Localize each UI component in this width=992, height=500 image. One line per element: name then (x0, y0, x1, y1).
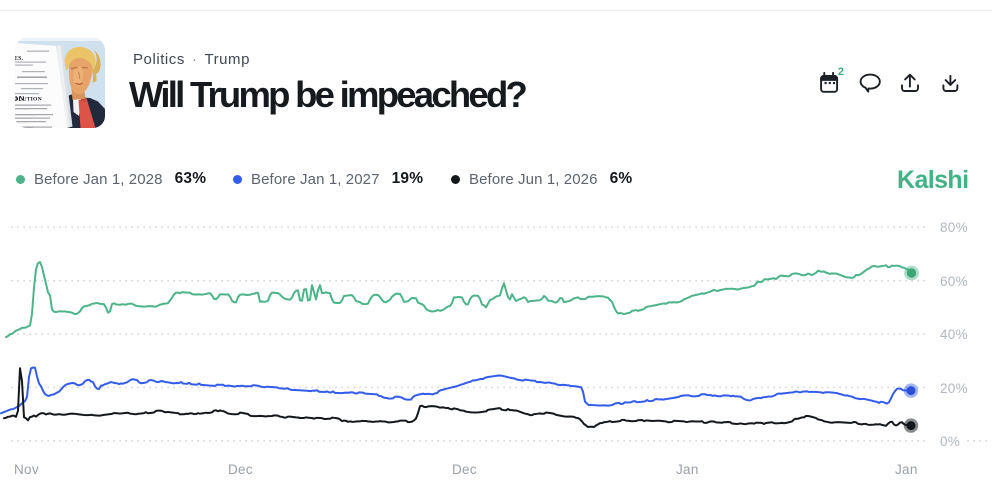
svg-text:ES.: ES. (15, 56, 23, 62)
svg-text:OLUTION: OLUTION (15, 97, 42, 103)
svg-text:2: 2 (838, 66, 844, 78)
svg-text:OLUTION: OLUTION (15, 94, 25, 103)
